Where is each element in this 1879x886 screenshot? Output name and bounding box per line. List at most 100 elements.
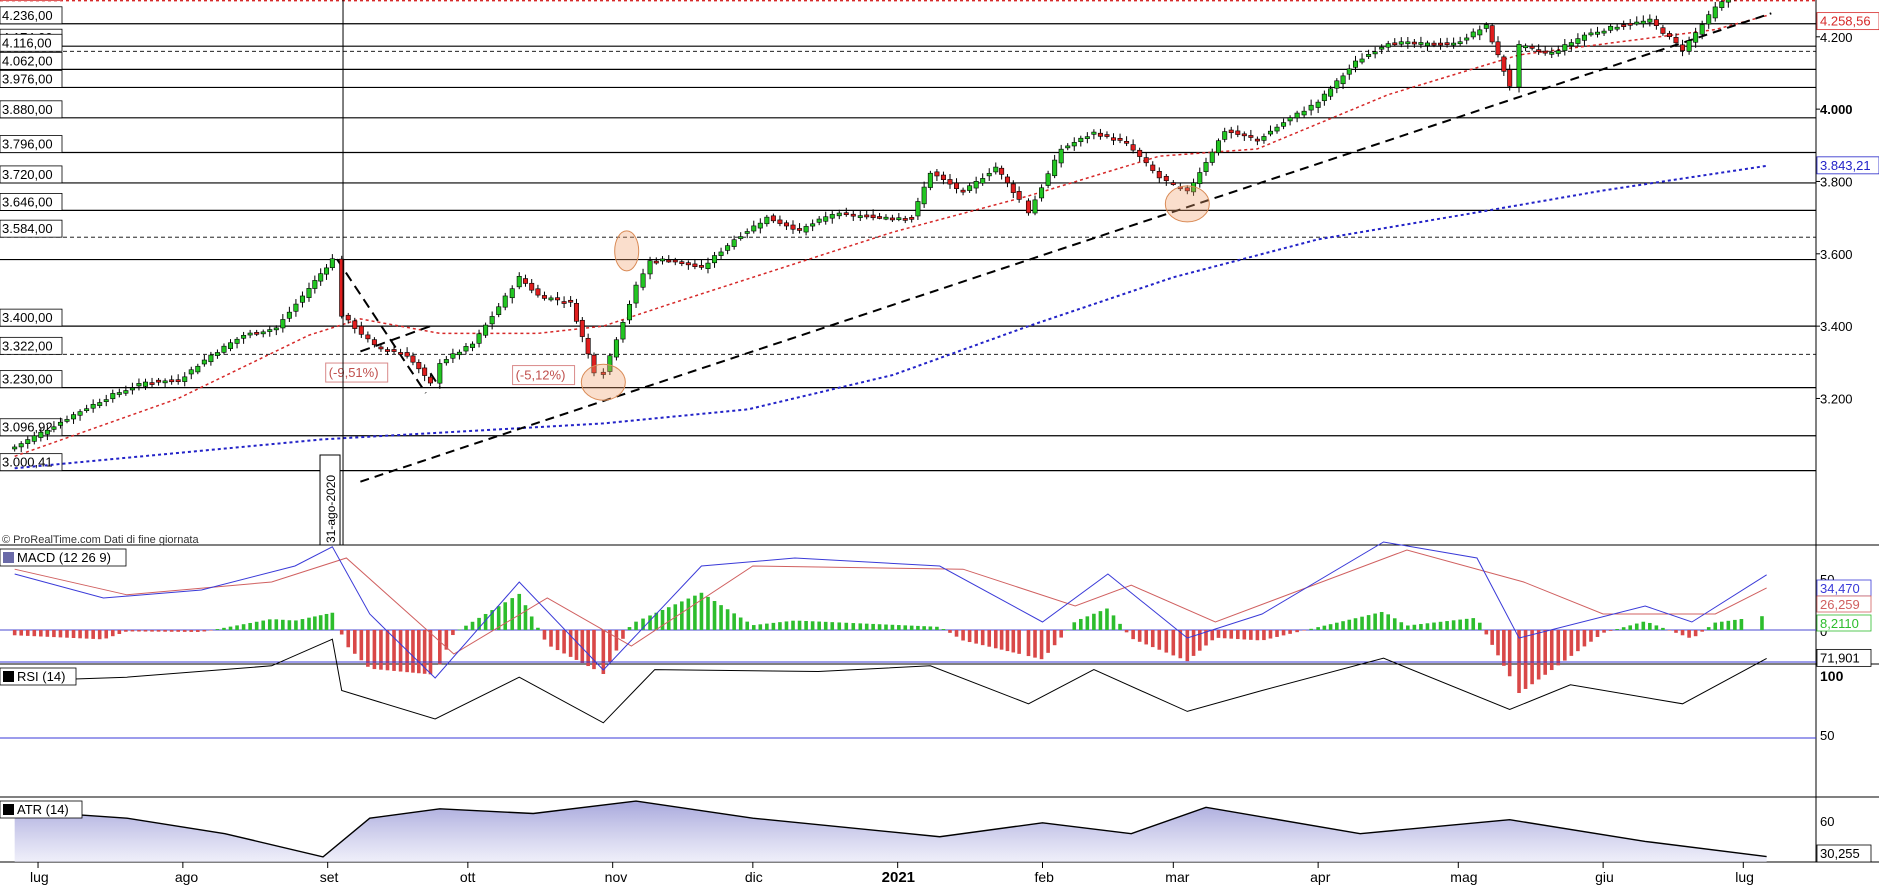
candle	[247, 332, 253, 336]
candle	[1308, 104, 1314, 111]
macd-hist-bar	[851, 623, 856, 630]
x-tick-label: 2021	[882, 869, 915, 886]
candle	[1156, 171, 1162, 179]
candles	[12, 0, 1736, 453]
macd-hist-bar	[1065, 629, 1070, 631]
macd-hist-bar	[542, 630, 547, 640]
candle	[573, 303, 579, 322]
macd-hist-bar	[948, 630, 952, 633]
macd-hist-bar	[182, 630, 187, 632]
candle	[201, 359, 207, 365]
candle	[1170, 182, 1176, 185]
candle	[116, 392, 122, 395]
macd-hist-bar	[523, 605, 528, 630]
candle	[1568, 42, 1574, 47]
macd-hist-bar	[980, 630, 985, 646]
macd-hist-bar	[1052, 630, 1057, 646]
macd-hist-bar	[1412, 624, 1417, 630]
candle	[1712, 6, 1718, 19]
macd-hist-bar	[330, 612, 335, 630]
macd-hist-bar	[1316, 627, 1320, 630]
macd-hist-bar	[1185, 630, 1190, 662]
candle	[1078, 137, 1084, 143]
y-tick-label: 4.200	[1820, 30, 1853, 45]
macd-hist-bar	[745, 621, 750, 630]
correction-line	[336, 258, 427, 394]
candle	[293, 303, 299, 312]
macd-hist-bar	[517, 593, 522, 630]
macd-hist-bar	[1432, 622, 1436, 630]
macd-hist-bar	[1157, 630, 1162, 650]
candle	[123, 390, 129, 394]
macd-hist-bar	[1262, 630, 1266, 641]
candle	[1222, 131, 1228, 140]
macd-hist-bar	[1366, 615, 1371, 630]
macd-hist-bar	[810, 621, 815, 630]
candle	[1536, 49, 1542, 52]
candle	[1719, 1, 1725, 9]
candle	[1097, 132, 1103, 137]
macd-hist-bar	[738, 617, 743, 630]
y-tick-label: 3.600	[1820, 247, 1853, 262]
candle	[25, 439, 31, 445]
macd-hist-bar	[1471, 618, 1476, 630]
macd-hist-bar	[804, 620, 808, 630]
macd-hist-bar	[574, 630, 579, 660]
macd-hist-bar	[1229, 630, 1234, 639]
candle	[38, 431, 44, 438]
source-note: © ProRealTime.com Dati di fine giornata	[2, 534, 199, 546]
candle	[234, 338, 240, 344]
candle	[829, 214, 835, 219]
macd-hist-bar	[1268, 630, 1273, 639]
y-tick-label: 3.800	[1820, 174, 1853, 189]
level-label-box	[0, 33, 63, 52]
macd-hist-bar	[935, 626, 939, 630]
level-label-box	[0, 453, 63, 472]
candle	[1117, 137, 1123, 141]
candle	[286, 311, 292, 319]
macd-hist-bar	[549, 630, 553, 647]
macd-hist-bar	[823, 621, 828, 630]
macd-hist-bar	[1026, 630, 1031, 657]
x-tick-label: apr	[1310, 869, 1331, 885]
macd-hist-bar	[372, 630, 377, 670]
macd-hist-bar	[1595, 630, 1600, 637]
macd-hist-bar	[680, 601, 684, 630]
candle	[1111, 137, 1117, 141]
macd-hist-bar	[1406, 625, 1410, 630]
macd-hist-bar	[1288, 630, 1292, 634]
macd-hist-bar	[1005, 630, 1010, 652]
candle	[241, 335, 247, 339]
macd-hist-bar	[1039, 630, 1044, 660]
ma20-label: 4.258,56	[1820, 14, 1871, 29]
candle	[450, 353, 456, 359]
macd-hist-bar	[366, 630, 370, 667]
macd-hist-bar	[1302, 630, 1306, 631]
macd-hist-bar	[1445, 621, 1449, 630]
macd-hist-bar	[1706, 627, 1711, 630]
level-label: 4.116,00	[2, 35, 52, 50]
ma20-line	[14, 14, 1767, 458]
macd-hist-bar	[438, 630, 442, 665]
macd-hist-bar	[1700, 630, 1704, 632]
candle	[339, 258, 345, 317]
candle	[1261, 136, 1267, 141]
candle	[947, 179, 953, 185]
annotation-box	[325, 362, 389, 383]
candle	[810, 223, 816, 227]
level-label: 3.400,00	[2, 310, 53, 325]
candle	[1004, 176, 1010, 184]
hist-value-label-box	[1816, 614, 1872, 632]
candle	[999, 167, 1005, 175]
candle	[626, 304, 632, 321]
candle	[1451, 42, 1457, 46]
macd-hist-bar	[65, 630, 69, 638]
candle	[705, 262, 711, 269]
trendline	[360, 12, 1772, 483]
candle	[44, 429, 50, 435]
candle	[1203, 162, 1209, 172]
candle	[927, 172, 933, 188]
candle	[149, 382, 155, 385]
candle	[986, 172, 992, 177]
macd-hist-bar	[1621, 627, 1626, 630]
